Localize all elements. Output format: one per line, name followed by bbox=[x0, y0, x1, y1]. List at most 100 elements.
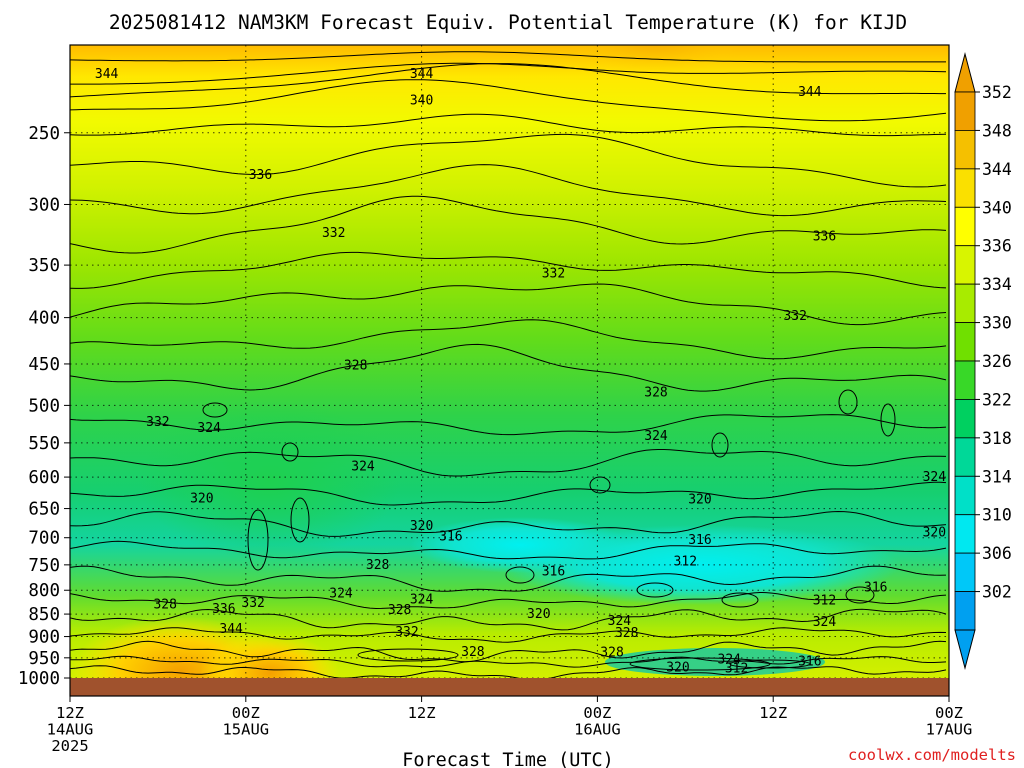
contour-label: 332 bbox=[322, 226, 345, 241]
contour-label: 320 bbox=[527, 607, 550, 622]
contour-label: 316 bbox=[439, 530, 462, 545]
x-tick-label: 15AUG bbox=[222, 721, 269, 739]
contour-cell bbox=[505, 566, 535, 584]
mid-moist-region bbox=[140, 400, 400, 560]
y-tick-label: 350 bbox=[28, 256, 60, 276]
x-axis-label: Forecast Time (UTC) bbox=[402, 750, 614, 768]
contour-line bbox=[70, 640, 947, 663]
contour-line bbox=[70, 481, 947, 506]
colorbar-label: 314 bbox=[982, 467, 1012, 486]
contour-label: 312 bbox=[813, 593, 836, 608]
contour-label: 324 bbox=[351, 459, 375, 474]
contour-label: 316 bbox=[798, 655, 821, 670]
contour-label: 336 bbox=[249, 168, 272, 183]
colorbar-swatch bbox=[954, 91, 976, 131]
contour-label: 332 bbox=[542, 266, 565, 281]
contour-line bbox=[70, 591, 947, 610]
colorbar-label: 340 bbox=[982, 198, 1012, 217]
contour-line bbox=[70, 665, 947, 678]
colorbar-swatch bbox=[954, 283, 976, 323]
colorbar-swatch bbox=[954, 552, 976, 592]
contour-label: 336 bbox=[813, 229, 836, 244]
contour-line bbox=[70, 62, 947, 85]
y-tick-label: 400 bbox=[28, 309, 60, 329]
contour-label: 324 bbox=[644, 429, 668, 444]
contour-label: 324 bbox=[329, 587, 353, 602]
contour-label: 328 bbox=[388, 603, 411, 618]
contour-label: 344 bbox=[798, 85, 822, 100]
contour-label: 316 bbox=[864, 580, 887, 595]
x-tick-label: 2025 bbox=[51, 737, 88, 755]
colorbar-swatch bbox=[954, 168, 976, 208]
contour-label: 328 bbox=[644, 385, 667, 400]
colorbar-label: 348 bbox=[982, 121, 1012, 140]
contour-label: 324 bbox=[608, 614, 632, 629]
contour-line bbox=[70, 449, 947, 477]
contour-label: 324 bbox=[410, 592, 434, 607]
contour-label: 316 bbox=[688, 533, 711, 548]
credit-text: coolwx.com/modelts bbox=[848, 746, 1016, 764]
colorbar-label: 326 bbox=[982, 352, 1012, 371]
contour-line bbox=[70, 133, 947, 188]
contour-cell bbox=[290, 497, 310, 543]
contour-cell bbox=[589, 476, 611, 494]
colorbar-swatch bbox=[954, 130, 976, 170]
contour-line bbox=[70, 343, 947, 392]
contour-line bbox=[70, 79, 947, 122]
colorbar-label: 352 bbox=[982, 83, 1012, 102]
colorbar-swatch bbox=[954, 206, 976, 247]
plot-frame bbox=[69, 44, 950, 697]
y-tick-label: 700 bbox=[28, 529, 60, 549]
contour-label: 328 bbox=[153, 598, 176, 613]
colorbar-label: 322 bbox=[982, 390, 1012, 409]
contour-label: 332 bbox=[241, 596, 264, 611]
cold-pool-2 bbox=[410, 517, 630, 573]
contour-cell bbox=[729, 659, 811, 669]
contour-cell bbox=[202, 402, 228, 418]
contour-cell bbox=[880, 403, 896, 437]
colorbar-swatch bbox=[954, 360, 976, 400]
x-tick-label: 12Z bbox=[759, 704, 787, 722]
upper-warm-core bbox=[565, 45, 745, 95]
y-tick-label: 900 bbox=[28, 628, 60, 648]
x-tick-label: 00Z bbox=[583, 704, 611, 722]
contour-cell bbox=[838, 389, 858, 415]
contour-line bbox=[70, 164, 947, 217]
colorbar-label: 306 bbox=[982, 544, 1012, 563]
contour-label: 312 bbox=[725, 662, 748, 677]
y-tick-label: 1000 bbox=[18, 669, 60, 689]
contour-label: 344 bbox=[219, 622, 243, 637]
y-tick-label: 650 bbox=[28, 500, 60, 520]
colorbar-label: 310 bbox=[982, 506, 1012, 525]
y-tick-label: 950 bbox=[28, 649, 60, 669]
contour-label: 344 bbox=[95, 67, 119, 82]
colorbar-swatch bbox=[954, 437, 976, 477]
contour-label: 324 bbox=[718, 653, 742, 668]
contour-label: 324 bbox=[813, 615, 837, 630]
contour-line bbox=[70, 608, 947, 631]
contour-line bbox=[70, 414, 947, 436]
contour-label: 316 bbox=[542, 565, 565, 580]
gridlines bbox=[70, 45, 949, 678]
contour-line bbox=[70, 283, 947, 326]
x-tick-label: 12Z bbox=[56, 704, 84, 722]
contour-line bbox=[70, 113, 947, 137]
contour-line bbox=[70, 510, 947, 537]
contour-line bbox=[70, 63, 946, 98]
contour-label: 320 bbox=[923, 526, 946, 541]
lower-warm-core-2 bbox=[200, 625, 340, 678]
contour-label: 328 bbox=[615, 626, 638, 641]
contour-cell bbox=[721, 592, 759, 608]
contour-label: 312 bbox=[674, 555, 697, 570]
contour-labels: 344 3443443403363363323323323323283283243… bbox=[95, 67, 946, 677]
colorbar-swatch bbox=[954, 475, 976, 516]
contour-line bbox=[70, 251, 947, 289]
contour-line bbox=[70, 565, 947, 592]
x-tick-label: 00Z bbox=[935, 704, 963, 722]
colorbar-swatch bbox=[954, 322, 976, 362]
contour-label: 320 bbox=[190, 492, 213, 507]
contour-label: 332 bbox=[395, 625, 418, 640]
plot-area: 344 3443443403363363323323323323283283243… bbox=[70, 45, 949, 678]
y-tick-label: 800 bbox=[28, 581, 60, 601]
colorbar-bottom-arrow bbox=[954, 629, 976, 670]
